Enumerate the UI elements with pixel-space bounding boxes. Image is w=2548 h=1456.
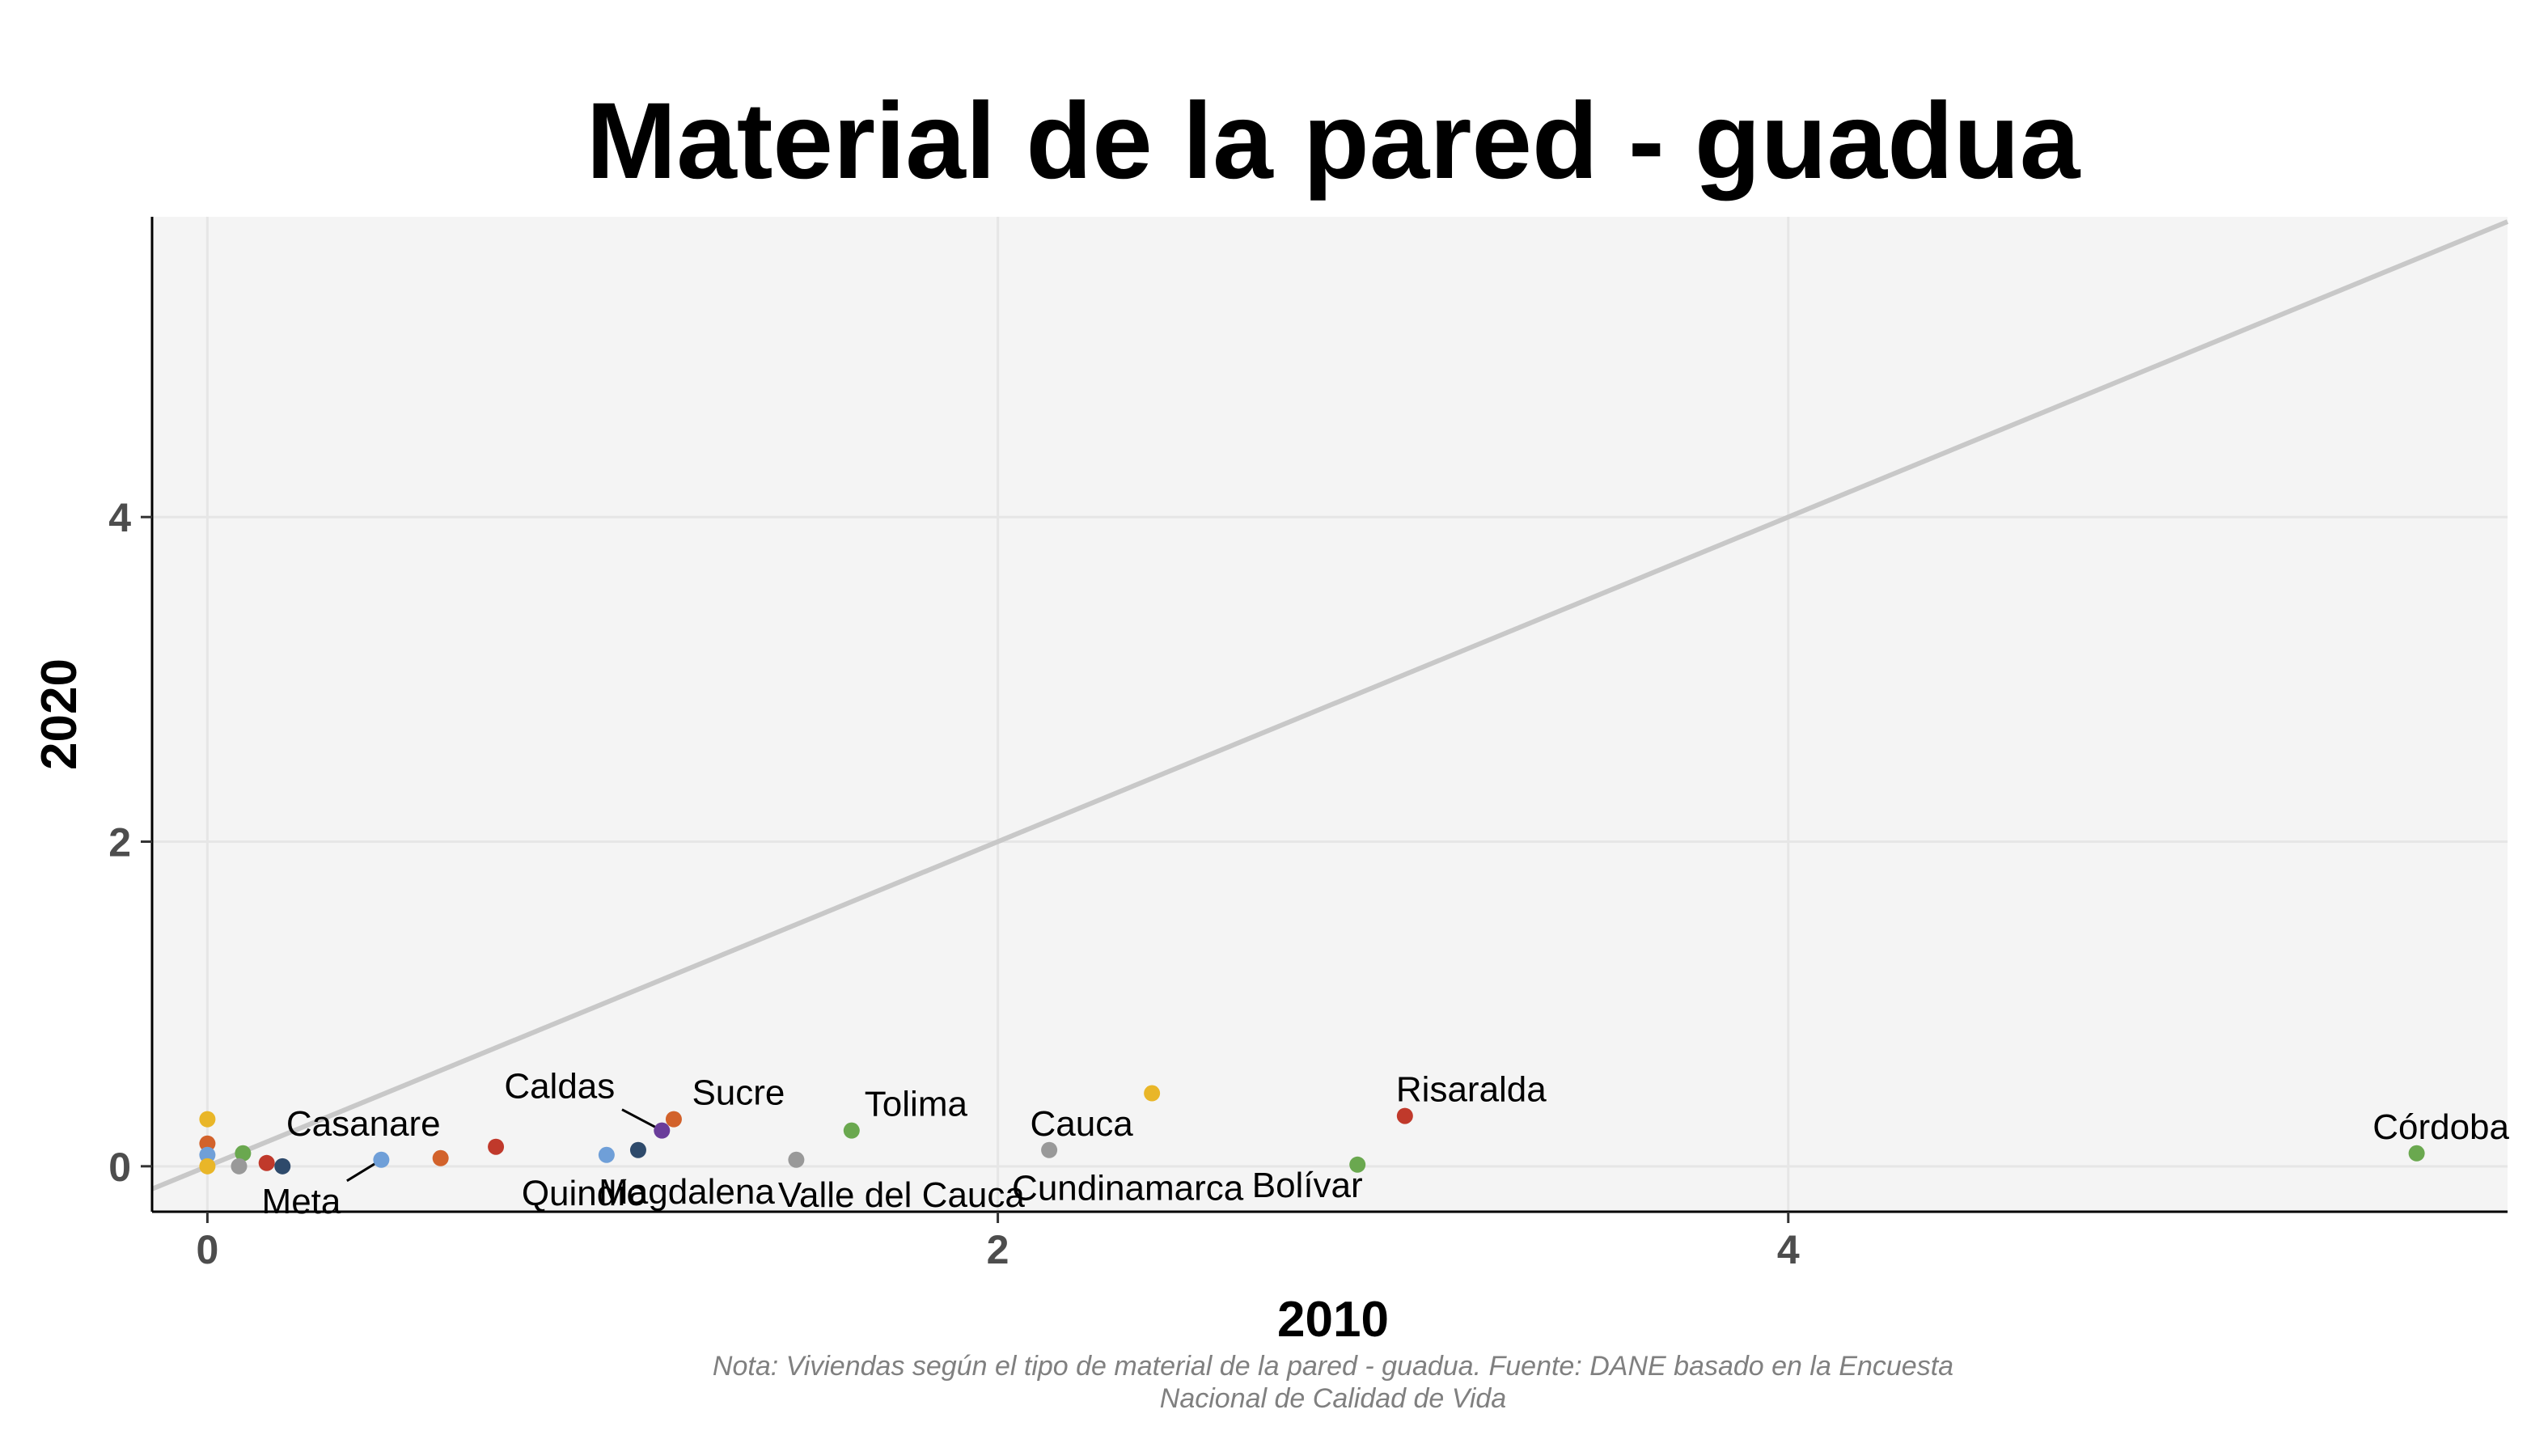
data-point bbox=[199, 1135, 216, 1152]
x-tick-label: 4 bbox=[1777, 1227, 1800, 1272]
point-label: Quindío bbox=[522, 1174, 646, 1213]
point-label: Bolívar bbox=[1252, 1166, 1363, 1205]
identity-reference-line bbox=[150, 219, 2509, 1191]
point-label: Magdalena bbox=[599, 1172, 775, 1212]
data-point bbox=[235, 1145, 252, 1162]
data-point bbox=[1144, 1085, 1161, 1102]
data-point bbox=[274, 1158, 291, 1175]
data-point bbox=[629, 1141, 646, 1158]
point-label: Cundinamarca bbox=[1012, 1169, 1244, 1208]
point-label: Córdoba bbox=[2372, 1107, 2509, 1147]
data-point bbox=[665, 1111, 682, 1128]
data-point bbox=[373, 1151, 390, 1168]
y-tick-label: 4 bbox=[108, 495, 131, 540]
data-point bbox=[1396, 1107, 1413, 1124]
data-point bbox=[2408, 1145, 2425, 1162]
data-point bbox=[1041, 1141, 1058, 1158]
data-point bbox=[199, 1146, 216, 1163]
data-point bbox=[432, 1149, 449, 1166]
caption-line-1: Nota: Viviendas según el tipo de materia… bbox=[713, 1351, 1953, 1382]
point-label: Valle del Cauca bbox=[778, 1175, 1025, 1215]
point-label: Meta bbox=[262, 1182, 341, 1221]
y-tick-label: 2 bbox=[108, 820, 131, 866]
data-point bbox=[231, 1158, 248, 1175]
data-point bbox=[654, 1122, 671, 1139]
data-point bbox=[258, 1154, 275, 1171]
data-point bbox=[598, 1146, 615, 1163]
x-tick-label: 0 bbox=[196, 1227, 218, 1272]
point-label: Tolima bbox=[865, 1085, 968, 1124]
point-label: Sucre bbox=[692, 1073, 785, 1113]
data-point bbox=[199, 1111, 216, 1128]
data-point bbox=[199, 1158, 216, 1175]
y-tick-label: 0 bbox=[108, 1145, 131, 1190]
x-tick-label: 2 bbox=[987, 1227, 1009, 1272]
data-point bbox=[788, 1151, 805, 1168]
data-point bbox=[843, 1122, 860, 1139]
point-label: Cauca bbox=[1031, 1104, 1134, 1144]
data-points bbox=[199, 1085, 2425, 1175]
point-label: Risaralda bbox=[1396, 1070, 1547, 1110]
x-axis-title: 2010 bbox=[1277, 1292, 1389, 1348]
point-label: Caldas bbox=[504, 1067, 615, 1107]
point-label: Casanare bbox=[286, 1104, 441, 1144]
axis-ticks: 0 2 4 0 2 4 bbox=[108, 495, 1800, 1272]
grid-lines bbox=[152, 217, 2508, 1212]
caption-line-2: Nacional de Calidad de Vida bbox=[1160, 1383, 1506, 1414]
y-axis-title: 2020 bbox=[32, 658, 87, 770]
chart-title: Material de la pared - guadua bbox=[586, 81, 2081, 201]
data-point bbox=[488, 1138, 505, 1155]
data-point bbox=[1349, 1156, 1366, 1173]
